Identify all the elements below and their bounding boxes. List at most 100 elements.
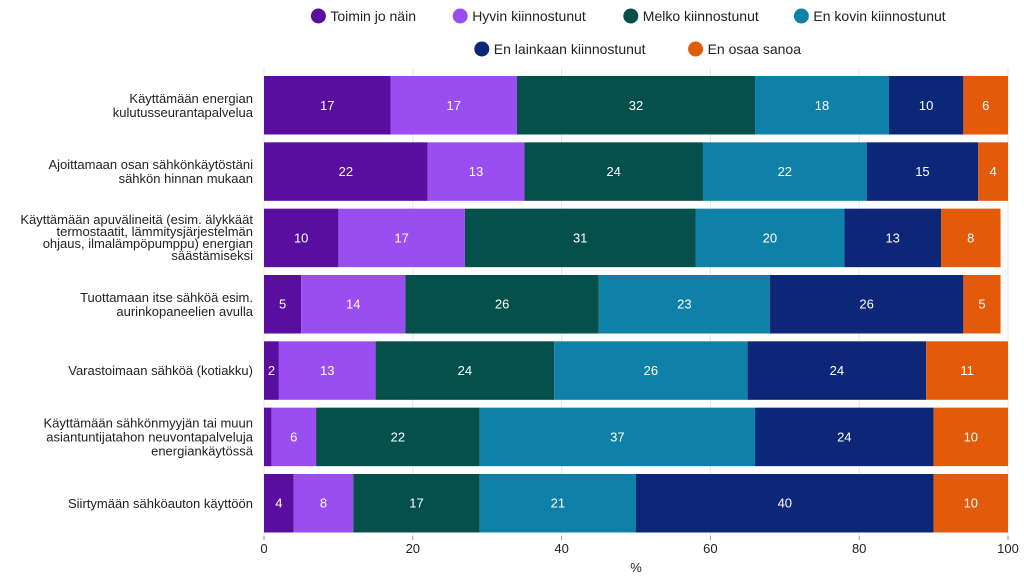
bar-segment [926,341,1008,400]
tick-label: 40 [554,541,568,556]
bar-segment [963,274,1001,334]
bar-segment [963,76,1008,135]
data-label: 4 [275,496,282,511]
data-label: 13 [320,363,334,378]
data-label: 15 [915,164,929,179]
data-label: 6 [290,429,297,444]
bar-segment [405,274,599,334]
data-label: 24 [606,164,620,179]
legend-item: En lainkaan kiinnostunut [474,41,646,57]
bar-segment [598,274,770,334]
bar-segment [338,208,465,268]
data-label: 22 [339,164,353,179]
data-label: 20 [763,230,777,245]
tick-label: 60 [703,541,717,556]
legend-swatch [793,8,809,24]
legend-item: Toimin jo näin [310,8,416,24]
legend-swatch [474,41,490,57]
data-label: 17 [320,98,334,113]
bar-segment [264,76,391,135]
legend-swatch [310,8,326,24]
legend-label: En osaa sanoa [708,41,802,57]
x-axis-title: % [630,560,642,575]
bar-segment [479,407,756,467]
data-label: 37 [610,429,624,444]
bar-segment [755,407,934,467]
data-label: 26 [644,363,658,378]
bar-segment [636,473,934,533]
data-label: 13 [885,230,899,245]
data-label: 10 [964,429,978,444]
legend-label: Toimin jo näin [330,8,416,24]
data-label: 26 [859,297,873,312]
legend-label: En lainkaan kiinnostunut [494,41,646,57]
bar-segment [264,208,339,268]
data-label: 10 [964,496,978,511]
tick-label: 0 [260,541,267,556]
bar-segment [479,473,636,533]
legend: Toimin jo näin Hyvin kiinnostunut Melko ki… [310,8,946,57]
legend-item: Melko kiinnostunut [623,8,759,24]
legend-label: Hyvin kiinnostunut [472,8,586,24]
bar-segment [427,142,525,201]
category-label: Siirtymään sähköauton käyttöön [68,496,253,511]
bar-segment [888,76,964,135]
bars: 17 17 32 18 10 622 13 24 22 15 410 17 31 20 13 85 14 26 23… [264,76,1008,533]
data-label: 11 [960,363,974,378]
category-labels: Käyttämään energian kulutusseurantapalvel… [20,91,253,511]
data-label: 24 [458,363,472,378]
legend-swatch [452,8,468,24]
data-label: 17 [409,496,423,511]
data-label: 4 [990,164,997,179]
category-label: Tuottamaan itse sähköä esim. aurinkopanee… [80,290,254,319]
category-label: Varastoimaan sähköä (kotiakku) [68,363,253,378]
bar-segment [293,473,354,533]
bar-segment [866,142,979,201]
bar-segment [278,341,376,400]
bar-segment [353,473,480,533]
bar-segment [375,341,555,400]
bar-segment [978,142,1008,201]
category-label: Käyttämään energian kulutusseurantapalvel… [113,91,254,120]
bar-segment [264,473,294,533]
data-label: 17 [394,230,408,245]
legend-swatch [688,41,704,57]
data-label: 31 [573,230,587,245]
bar-segment [264,341,279,400]
bar-segment [844,208,942,268]
bar-segment [264,274,302,334]
tick-label: 20 [406,541,420,556]
bar-segment [755,76,889,135]
bar-segment [933,407,1008,467]
data-label: 18 [815,98,829,113]
data-label: 23 [677,297,691,312]
bar-segment [271,407,317,467]
bar-segment [747,341,927,400]
data-label: 2 [268,363,275,378]
bar-segment [301,274,406,334]
bar-segment [464,208,696,268]
data-label: 24 [830,363,844,378]
bar-segment [702,142,867,201]
data-label: 22 [391,429,405,444]
legend-label: En kovin kiinnostunut [813,8,945,24]
legend-swatch [623,8,639,24]
data-label: 40 [778,496,792,511]
bar-segment [769,274,964,334]
data-label: 10 [919,98,933,113]
x-axis: 0 20 40 60 80 100% [260,536,1019,575]
category-label: Käyttämään apuvälineitä (esim. älykkäät t… [20,212,253,263]
bar-segment [933,473,1008,533]
bar-segment [524,142,703,201]
legend-label: Melko kiinnostunut [643,8,759,24]
tick-label: 100 [997,541,1019,556]
data-label: 5 [978,297,985,312]
legend-item: En kovin kiinnostunut [793,8,946,24]
data-label: 21 [551,496,565,511]
bar-segment [941,208,1001,268]
data-label: 6 [982,98,989,113]
bar-segment [264,142,428,201]
tick-label: 80 [852,541,866,556]
